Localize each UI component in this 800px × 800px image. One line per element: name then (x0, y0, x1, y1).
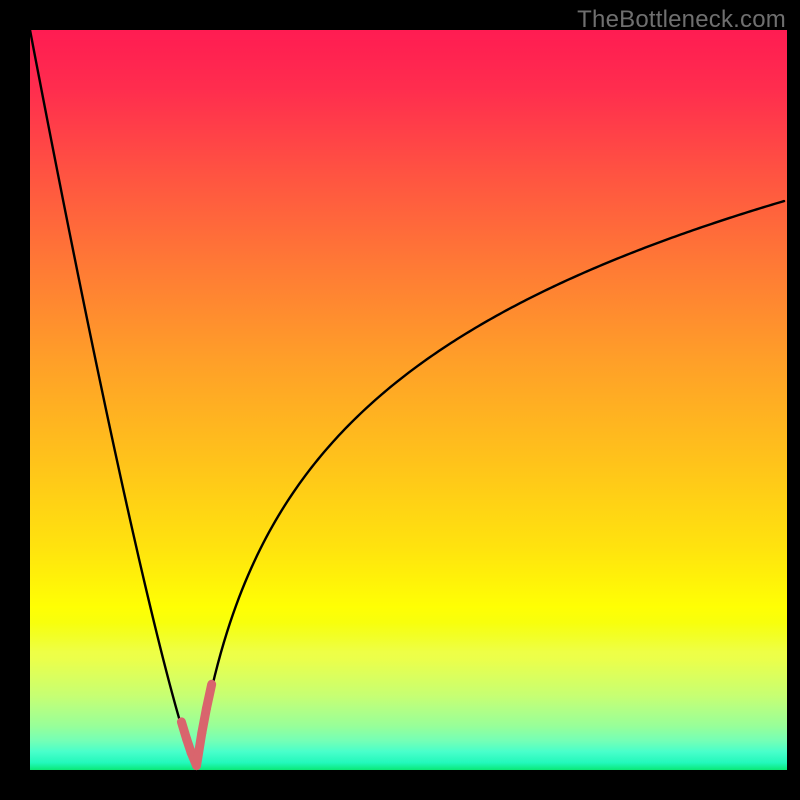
attribution-text: TheBottleneck.com (577, 6, 786, 34)
plot-desat-band (30, 622, 787, 770)
chart-stage: TheBottleneck.com (0, 0, 800, 800)
bottleneck-plot (0, 0, 800, 800)
